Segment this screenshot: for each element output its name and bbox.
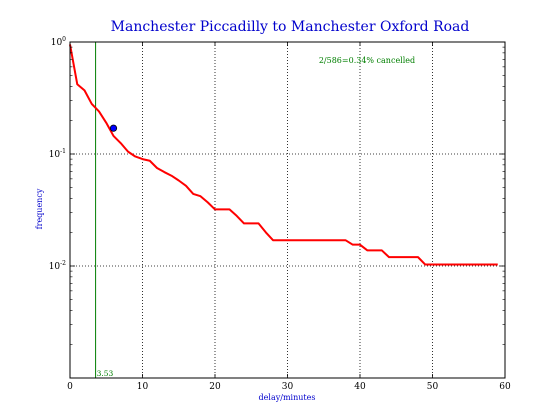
cancelled-annotation: 2/586=0.34% cancelled bbox=[319, 56, 415, 65]
series-group bbox=[69, 44, 498, 266]
chart-title: Manchester Piccadilly to Manchester Oxfo… bbox=[111, 19, 470, 35]
x-tick-label: 60 bbox=[499, 382, 511, 392]
x-tick-label: 40 bbox=[354, 382, 366, 392]
x-tick-label: 30 bbox=[282, 382, 294, 392]
mean-delay-label: 3.53 bbox=[97, 369, 114, 378]
data-point bbox=[109, 124, 118, 132]
y-tick-label: 10-1 bbox=[49, 148, 66, 160]
mean-delay-marker: 3.53 bbox=[95, 42, 114, 378]
series-line bbox=[69, 44, 498, 266]
y-axis-label: frequency bbox=[35, 188, 44, 229]
y-tick-label: 100 bbox=[51, 36, 66, 48]
x-tick-label: 10 bbox=[137, 382, 149, 392]
point-group bbox=[109, 124, 118, 132]
y-axis: 100 10-1 10-2 bbox=[49, 36, 505, 345]
x-tick-label: 50 bbox=[427, 382, 439, 392]
x-axis-label: delay/minutes bbox=[259, 393, 316, 402]
x-axis: 0 10 20 30 40 50 60 bbox=[67, 42, 511, 392]
x-tick-label: 20 bbox=[209, 382, 221, 392]
y-tick-label: 10-2 bbox=[49, 260, 66, 272]
x-tick-label: 0 bbox=[67, 382, 73, 392]
